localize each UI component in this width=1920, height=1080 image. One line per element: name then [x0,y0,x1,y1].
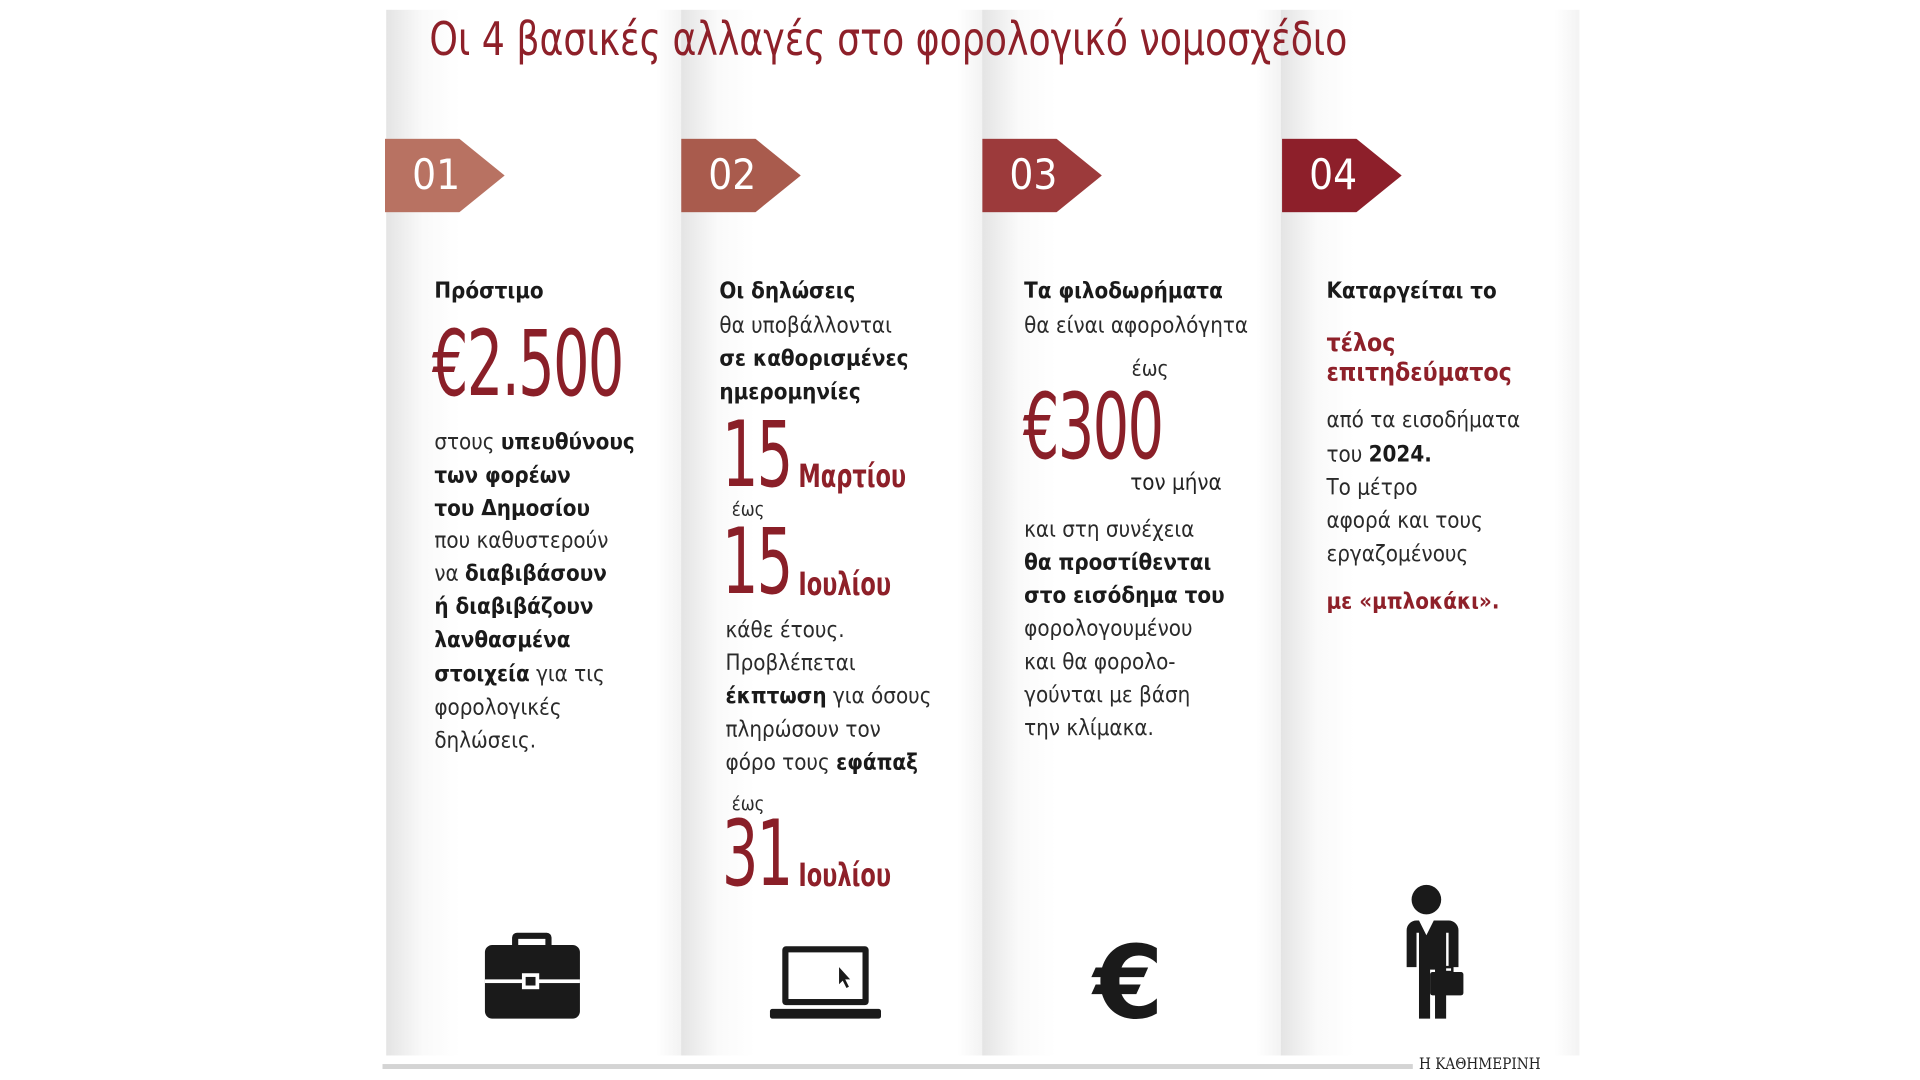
euro-icon: € [1091,924,1163,1042]
highlight: τέλος [1326,327,1396,358]
text: του [1326,441,1363,468]
briefcase-icon [484,932,580,1019]
text-line: στοιχεία για τις [434,662,604,689]
text: για τις [536,661,605,688]
heading: Πρόστιμο [434,278,544,305]
text: στους [434,429,495,456]
title: Οι 4 βασικές αλλαγές στο φορολογικό νομο… [429,12,1348,67]
text-line: του 2024. [1326,442,1431,469]
day: 15 [721,402,793,509]
heading: Τα φιλοδωρήματα [1024,278,1223,305]
text: εφάπαξ [836,749,918,776]
text: κάθε έτους. [725,617,845,644]
text: των φορέων [434,462,571,489]
text: να [434,560,459,587]
text: γούνται με βάση [1024,682,1191,709]
text: υπευθύνους [500,429,635,456]
text: που καθυστερούν [434,527,609,554]
text: και θα φορολο- [1024,649,1176,676]
text: φορολογικές [434,694,562,721]
month: Ιουλίου [798,567,892,604]
text: δηλώσεις. [434,727,537,754]
text: φόρο τους [725,749,830,776]
text: από τα εισοδήματα [1326,407,1521,434]
text-line: στους υπευθύνους [434,430,634,457]
highlight: επιτηδεύματος [1326,357,1512,387]
text: την κλίμακα. [1024,715,1154,742]
month: Ιουλίου [798,857,892,895]
day: 15 [721,509,793,615]
text-line: να διαβιβάσουν [434,561,606,588]
closing: με «μπλοκάκι». [1326,589,1500,615]
until: έως [731,498,765,521]
until: έως [731,792,765,815]
text-line: έκπτωση για όσους [726,684,932,711]
businessman-icon [1404,884,1464,1019]
text: 2024. [1368,441,1432,468]
text: αφορά και τους [1326,508,1483,534]
heading: Οι δηλώσεις [719,278,856,305]
badge: 04 [1282,138,1402,213]
text: θα είναι αφορολόγητα [1024,312,1249,339]
text: εργαζομένους [1326,541,1469,568]
text: θα υποβάλλονται [719,312,892,339]
text: σε καθορισμένες [719,346,909,372]
text: λανθασμένα [434,627,571,653]
text: έκπτωση [725,683,827,710]
text: θα προστίθενται [1024,549,1212,576]
month: Μαρτίου [798,459,907,496]
footer-rule [382,1064,1413,1069]
day: 31 [721,801,793,907]
text: Προβλέπεται [725,650,856,677]
text: ημερομηνίες [719,379,861,406]
text: στο εισόδημα του [1024,582,1225,609]
amount: €2.500 [431,311,625,418]
text: Το μέτρο [1326,474,1418,501]
text: και στη συνέχεια [1024,516,1195,543]
text: τον μήνα [1130,470,1222,496]
badge: 03 [982,138,1102,213]
text: πληρώσουν τον [725,716,881,743]
text: διαβιβάσουν [465,560,607,587]
heading: Καταργείται το [1326,278,1497,305]
text: για όσους [832,683,932,710]
text: στοιχεία [434,661,530,688]
text-line: φόρο τους εφάπαξ [726,750,918,777]
text: ή διαβιβάζουν [434,594,594,620]
text: του Δημοσίου [434,495,590,522]
amount: €300 [1022,374,1164,480]
text: φορολογουμένου [1024,616,1193,642]
footer: Η ΚΑΘΗΜΕΡΙΝΗ [1418,1055,1541,1074]
laptop-icon [769,946,882,1019]
until: έως [1131,357,1169,382]
